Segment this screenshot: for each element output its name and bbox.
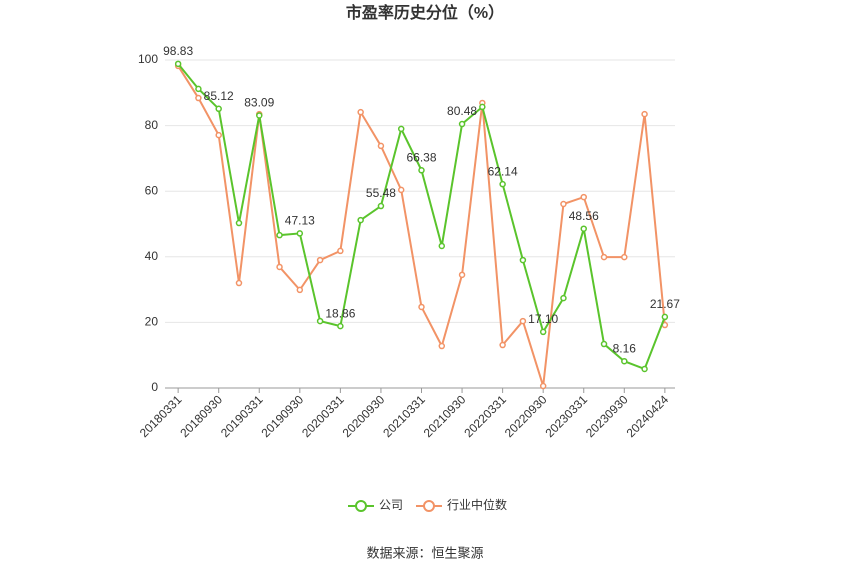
- point: [580, 225, 587, 232]
- x-tick-label: 20190930: [259, 392, 307, 440]
- point: [418, 167, 425, 174]
- point: [539, 382, 547, 390]
- data-label: 80.48: [447, 104, 477, 118]
- data-label: 98.83: [163, 44, 193, 58]
- point: [661, 313, 669, 321]
- point: [479, 103, 486, 111]
- point: [621, 357, 628, 365]
- point: [235, 219, 243, 227]
- point: [357, 216, 364, 224]
- point: [195, 85, 202, 93]
- y-tick-label: 40: [145, 249, 159, 263]
- x-tick-label: 20210930: [421, 392, 469, 440]
- source-note: 数据来源：恒生聚源: [366, 545, 483, 560]
- point: [357, 108, 364, 116]
- x-tick-label: 20210331: [380, 392, 428, 440]
- x-tick-label: 20230930: [583, 392, 631, 440]
- point: [215, 105, 222, 113]
- point: [499, 341, 506, 349]
- point: [458, 120, 466, 128]
- y-tick-label: 20: [145, 315, 159, 329]
- point: [337, 247, 344, 255]
- legend-marker: [423, 500, 435, 512]
- y-tick-label: 80: [145, 118, 159, 132]
- chart-title: 市盈率历史分位（%）: [346, 3, 504, 22]
- point: [621, 253, 628, 261]
- point: [296, 286, 304, 294]
- y-tick-label: 0: [151, 380, 158, 394]
- data-label: 62.14: [488, 164, 518, 178]
- x-tick-label: 20190331: [218, 392, 266, 440]
- point: [580, 193, 587, 201]
- point: [195, 94, 202, 102]
- point: [600, 253, 608, 261]
- data-label: 85.12: [204, 89, 234, 103]
- data-label: 18.86: [325, 306, 355, 320]
- point: [215, 131, 222, 139]
- x-tick-label: 20220331: [461, 392, 509, 440]
- x-tick-label: 20240424: [624, 392, 672, 440]
- point: [235, 279, 243, 287]
- point: [377, 202, 385, 210]
- point: [418, 303, 425, 311]
- point: [519, 256, 527, 264]
- point: [174, 60, 182, 68]
- y-tick-label: 100: [138, 52, 158, 66]
- data-label: 48.56: [569, 209, 599, 223]
- point: [316, 256, 324, 264]
- y-tick-label: 60: [145, 183, 159, 197]
- point: [641, 365, 648, 373]
- point: [560, 294, 567, 302]
- x-tick-label: 20180331: [137, 392, 185, 440]
- point: [397, 186, 405, 194]
- point: [539, 328, 547, 336]
- point: [256, 112, 263, 119]
- x-tick-label: 20200331: [299, 392, 347, 440]
- x-tick-label: 20230331: [542, 392, 590, 440]
- data-label: 47.13: [285, 214, 315, 228]
- series-line: [177, 65, 666, 387]
- x-tick-label: 20200930: [340, 392, 388, 440]
- point: [641, 110, 648, 118]
- point: [337, 322, 344, 330]
- point: [560, 200, 567, 208]
- legend-label: 公司: [379, 498, 403, 512]
- point: [377, 142, 385, 150]
- data-label: 83.09: [244, 96, 274, 110]
- data-label: 55.48: [366, 186, 396, 200]
- legend-label: 行业中位数: [447, 497, 507, 512]
- point: [276, 263, 283, 271]
- data-label: 17.10: [528, 312, 558, 326]
- data-label: 66.38: [406, 150, 436, 164]
- point: [438, 242, 446, 250]
- point: [499, 180, 506, 188]
- data-label: 8.16: [613, 341, 637, 355]
- point: [316, 317, 324, 325]
- x-tick-label: 20220930: [502, 392, 550, 440]
- legend-marker: [355, 500, 367, 512]
- point: [296, 230, 304, 237]
- point: [458, 271, 466, 279]
- point: [519, 317, 527, 325]
- point: [438, 342, 446, 350]
- point: [600, 340, 608, 348]
- data-label: 21.67: [650, 297, 680, 311]
- point: [276, 231, 283, 239]
- x-tick-label: 20180930: [177, 392, 225, 440]
- point: [397, 125, 405, 133]
